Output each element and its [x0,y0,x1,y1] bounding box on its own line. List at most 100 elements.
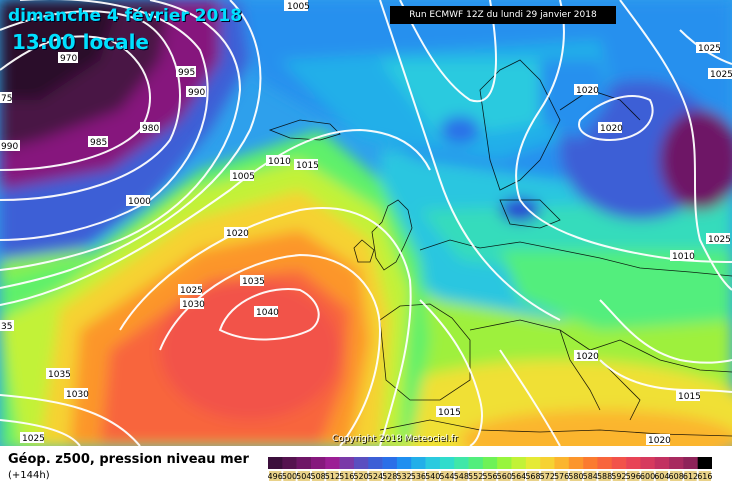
scale-label: 608 [669,472,684,481]
isobar-label: 985 [88,136,108,148]
scale-label: 500 [282,472,297,481]
scale-label-box [512,471,525,481]
svg-text:1035: 1035 [242,277,265,287]
scale-label-box [369,471,382,481]
scale-label-box [612,471,626,481]
isobar-label: 1025 [708,68,732,80]
color-swatch [454,457,469,469]
isobar-label: 1015 [294,159,319,171]
color-swatch [583,457,598,469]
svg-text:1035: 1035 [48,370,71,380]
isobar-label: 1015 [436,406,461,418]
color-swatch [597,457,613,469]
scale-label-box [526,471,540,481]
color-swatch [411,457,426,469]
scale-label: 512 [325,472,340,481]
svg-text:1020: 1020 [576,86,599,96]
svg-text:1005: 1005 [232,172,255,182]
color-scale-labels: 496 500 504 508 512 516 520 524 528 532 536 540 544 5… [268,471,712,481]
scale-label-box [541,471,554,481]
scale-label: 540 [425,472,440,481]
color-swatch [640,457,656,469]
color-swatch [683,457,698,469]
color-swatch [439,457,455,469]
scale-label-box [326,471,339,481]
isobar-label: 1025 [178,284,203,296]
svg-text:1020: 1020 [576,352,599,362]
color-swatch [325,457,340,469]
scale-label-box [455,471,468,481]
scale-label-box [584,471,597,481]
coastlines [268,59,732,437]
color-swatch [568,457,584,469]
scale-label: 596 [626,472,641,481]
scale-label: 532 [396,472,411,481]
svg-text:1025: 1025 [22,434,45,444]
svg-text:995: 995 [178,68,195,78]
svg-text:1000: 1000 [128,197,151,207]
color-swatch [497,457,512,469]
scale-label-box [670,471,683,481]
copyright-text: Copyright 2018 Meteociel.fr [332,434,458,444]
isobar-label: 1010 [670,250,695,262]
isobar-label: 1000 [126,195,151,207]
isobar-label: 1020 [574,84,599,96]
scale-label: 520 [353,472,368,481]
scale-label-box [483,471,497,481]
svg-text:985: 985 [90,138,107,148]
svg-text:1030: 1030 [182,300,205,310]
scale-label: 572 [540,472,555,481]
svg-text:35: 35 [1,322,12,332]
scale-label-box [311,471,325,481]
svg-text:1015: 1015 [296,161,319,171]
isobar-label: 990 [0,140,20,152]
color-swatch [296,457,312,469]
color-swatch [697,457,712,469]
isobar-label: 970 [58,52,78,64]
svg-text:1020: 1020 [600,124,623,134]
svg-text:1040: 1040 [256,308,279,318]
scale-label: 600 [640,472,655,481]
color-swatch [525,457,541,469]
isobar-label: 1025 [706,233,731,245]
svg-text:970: 970 [60,54,77,64]
scale-label: 516 [339,472,354,481]
color-swatch [382,457,398,469]
isobar-labels: 1005 970 995 990 75 980 990 985 1010 101… [0,0,732,446]
isobar-label: 1020 [224,227,249,239]
scale-label-box [440,471,454,481]
scale-label: 528 [382,472,397,481]
scale-label: 544 [439,472,454,481]
isobar-label: 995 [176,66,196,78]
color-swatch [626,457,641,469]
scale-label: 584 [583,472,598,481]
isobar-label: 1025 [20,432,45,444]
isobar-label: 1035 [46,368,71,380]
isobar-label: 990 [186,86,206,98]
isobar-label: 1020 [574,350,599,362]
scale-label-box [426,471,439,481]
svg-text:1005: 1005 [287,2,310,12]
svg-text:1015: 1015 [678,392,701,402]
scale-label: 564 [511,472,526,481]
color-swatch [468,457,484,469]
color-swatch [368,457,383,469]
scale-label-box [498,471,511,481]
scale-label-box [641,471,654,481]
color-swatch [268,457,283,469]
isobar-label: 1005 [230,170,255,182]
scale-label: 504 [296,472,311,481]
scale-label: 568 [525,472,540,481]
isobar-label: 1035 [240,275,265,287]
svg-text:1025: 1025 [180,286,203,296]
scale-label-box [684,471,697,481]
scale-label-box [340,471,353,481]
svg-text:1010: 1010 [672,252,695,262]
scale-label: 576 [554,472,569,481]
isobar-label: 1005 [284,0,310,12]
svg-text:1020: 1020 [648,436,671,446]
isobar-label: 980 [140,122,160,134]
svg-text:1025: 1025 [698,44,721,54]
isobar-label: 1020 [598,122,623,134]
